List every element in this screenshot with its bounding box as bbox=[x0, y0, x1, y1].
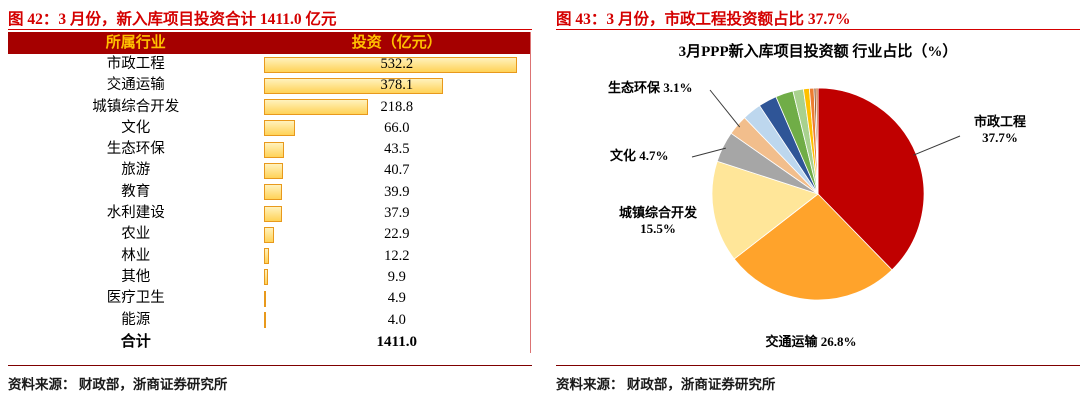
figure-43-panel: 图 43：3 月份，市政工程投资额占比 37.7% 3月PPP新入库项目投资额 … bbox=[556, 0, 1080, 401]
investment-cell: 9.9 bbox=[263, 267, 530, 288]
investment-column-header: 投资（亿元） bbox=[351, 35, 442, 51]
pie-slice-交通运输 bbox=[733, 193, 893, 301]
table-row: 林业 12.2 bbox=[8, 246, 530, 267]
leader-line bbox=[913, 135, 961, 156]
industry-cell: 教育 bbox=[121, 183, 151, 200]
value-text: 39.9 bbox=[384, 183, 410, 200]
investment-bar-table: 所属行业 投资（亿元） 市政工程 532.2 交通运输 378.1 城镇综合开发 218.… bbox=[8, 32, 531, 353]
table-row: 水利建设 37.9 bbox=[8, 203, 530, 224]
value-text: 4.9 bbox=[387, 290, 406, 307]
investment-cell: 43.5 bbox=[263, 139, 530, 160]
investment-cell: 4.9 bbox=[263, 288, 530, 309]
value-text: 66.0 bbox=[384, 119, 410, 136]
value-bar bbox=[263, 290, 266, 307]
table-row: 教育 39.9 bbox=[8, 182, 530, 203]
figure-43-source-block: 资料来源： 财政部，浙商证券研究所 bbox=[556, 365, 1080, 393]
value-text: 9.9 bbox=[387, 268, 406, 285]
table-row: 城镇综合开发 218.8 bbox=[8, 97, 530, 118]
value-bar bbox=[263, 141, 285, 158]
value-bar bbox=[263, 162, 283, 179]
table-row: 其他 9.9 bbox=[8, 267, 530, 288]
figure-42-panel: 图 42：3 月份，新入库项目投资合计 1411.0 亿元 所属行业 投资（亿元… bbox=[0, 0, 538, 401]
table-row: 交通运输 378.1 bbox=[8, 75, 530, 96]
pie-label-生态环保: 生态环保 3.1% bbox=[608, 80, 693, 95]
source-divider bbox=[556, 365, 1080, 366]
pie-chart bbox=[691, 87, 961, 301]
value-bar bbox=[263, 205, 282, 222]
figure-43-source: 资料来源： 财政部，浙商证券研究所 bbox=[556, 377, 776, 392]
pie-slice-能源 bbox=[815, 87, 819, 195]
industry-cell: 市政工程 bbox=[106, 56, 165, 72]
value-bar bbox=[263, 77, 444, 94]
source-divider bbox=[8, 365, 532, 366]
industry-column-header: 所属行业 bbox=[105, 35, 166, 51]
investment-cell: 37.9 bbox=[263, 203, 530, 224]
value-text: 12.2 bbox=[384, 247, 410, 264]
investment-cell: 4.0 bbox=[263, 310, 530, 331]
pie-label-城镇综合开发: 城镇综合开发 15.5% bbox=[618, 205, 697, 236]
industry-cell: 交通运输 bbox=[106, 77, 165, 94]
investment-cell: 22.9 bbox=[263, 224, 530, 245]
value-bar bbox=[263, 184, 283, 201]
investment-cell: 218.8 bbox=[263, 97, 530, 118]
investment-cell: 39.9 bbox=[263, 182, 530, 203]
total-value: 1411.0 bbox=[376, 333, 417, 350]
industry-cell: 医疗卫生 bbox=[106, 290, 165, 307]
table-row: 能源 4.0 bbox=[8, 310, 530, 331]
industry-cell: 生态环保 bbox=[106, 141, 165, 158]
industry-cell: 其他 bbox=[121, 268, 151, 285]
table-body: 市政工程 532.2 交通运输 378.1 城镇综合开发 218.8 文化 66.0 生态环保 4… bbox=[8, 54, 530, 331]
pie-chart-title: 3月PPP新入库项目投资额 行业占比（%） bbox=[678, 44, 958, 60]
value-bar bbox=[263, 248, 270, 265]
industry-cell: 农业 bbox=[121, 226, 151, 243]
table-row: 生态环保 43.5 bbox=[8, 139, 530, 160]
figure-42-title: 图 42：3 月份，新入库项目投资合计 1411.0 亿元 bbox=[8, 11, 337, 28]
value-text: 532.2 bbox=[380, 56, 414, 72]
investment-cell: 378.1 bbox=[263, 75, 530, 96]
industry-cell: 林业 bbox=[121, 247, 151, 264]
value-text: 22.9 bbox=[384, 226, 410, 243]
table-total-row: 合计 1411.0 bbox=[8, 331, 530, 353]
value-bar bbox=[263, 99, 368, 116]
value-text: 40.7 bbox=[384, 162, 410, 179]
leader-line bbox=[691, 147, 726, 158]
title-divider bbox=[8, 29, 532, 30]
value-bar bbox=[263, 226, 275, 243]
value-bar bbox=[263, 312, 266, 329]
value-text: 218.8 bbox=[380, 98, 414, 115]
value-text: 4.0 bbox=[387, 311, 406, 328]
figure-43-title: 图 43：3 月份，市政工程投资额占比 37.7% bbox=[556, 11, 851, 28]
investment-cell: 66.0 bbox=[263, 118, 530, 139]
table-header-row: 所属行业 投资（亿元） bbox=[8, 32, 530, 54]
value-text: 43.5 bbox=[384, 141, 410, 158]
pie-chart-area: 市政工程 37.7% 交通运输 26.8% 城镇综合开发 15.5% 文化 4.7% 生态环… bbox=[556, 58, 1080, 358]
value-bar bbox=[263, 56, 517, 73]
industry-cell: 城镇综合开发 bbox=[92, 98, 180, 115]
leader-line bbox=[709, 89, 741, 128]
value-bar bbox=[263, 269, 269, 286]
title-divider bbox=[556, 29, 1080, 30]
industry-cell: 水利建设 bbox=[106, 205, 165, 222]
pie-label-交通运输: 交通运输 26.8% bbox=[765, 334, 857, 349]
total-label: 合计 bbox=[120, 333, 151, 350]
pie-label-市政工程: 市政工程 37.7% bbox=[973, 114, 1026, 145]
value-bar bbox=[263, 120, 295, 137]
table-row: 旅游 40.7 bbox=[8, 160, 530, 181]
investment-cell: 532.2 bbox=[263, 54, 530, 75]
figure-42-source: 资料来源： 财政部，浙商证券研究所 bbox=[8, 377, 228, 392]
investment-cell: 12.2 bbox=[263, 246, 530, 267]
industry-cell: 文化 bbox=[121, 119, 151, 136]
pie-label-文化: 文化 4.7% bbox=[610, 148, 669, 163]
figure-42-source-block: 资料来源： 财政部，浙商证券研究所 bbox=[8, 365, 532, 393]
value-text: 37.9 bbox=[384, 205, 410, 222]
table-row: 文化 66.0 bbox=[8, 118, 530, 139]
table-row: 医疗卫生 4.9 bbox=[8, 288, 530, 309]
table-row: 农业 22.9 bbox=[8, 224, 530, 245]
industry-cell: 旅游 bbox=[121, 162, 151, 179]
industry-cell: 能源 bbox=[121, 311, 151, 328]
investment-cell: 40.7 bbox=[263, 160, 530, 181]
value-text: 378.1 bbox=[380, 77, 414, 94]
table-row: 市政工程 532.2 bbox=[8, 54, 530, 75]
